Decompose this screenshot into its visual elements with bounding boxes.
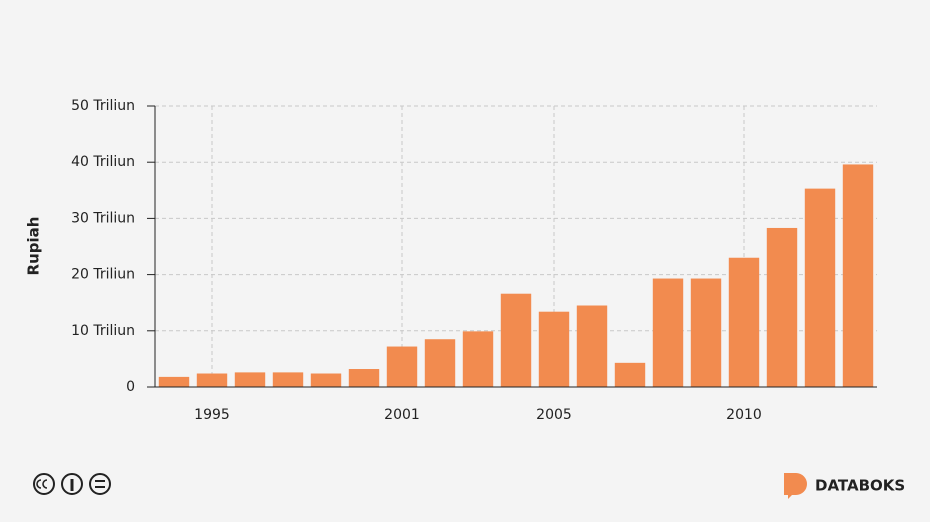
x-tick-label: 1995 — [194, 407, 230, 423]
x-tick-label: 2001 — [384, 407, 420, 423]
bar — [272, 372, 304, 387]
x-tick-label: 2010 — [726, 407, 762, 423]
y-tick-label: 50 Triliun — [71, 98, 135, 114]
y-tick-label: 40 Triliun — [71, 154, 135, 170]
bar — [500, 293, 532, 387]
y-tick-label: 20 Triliun — [71, 267, 135, 283]
brand-logo — [784, 473, 807, 499]
bar — [462, 331, 494, 387]
y-axis-label: Rupiah — [25, 217, 43, 276]
bar — [690, 278, 722, 387]
bar — [652, 278, 684, 387]
bar — [614, 362, 646, 387]
y-tick-label: 0 — [126, 379, 135, 395]
y-tick-label: 30 Triliun — [71, 210, 135, 226]
bar — [576, 305, 608, 387]
bar — [804, 188, 836, 387]
y-tick-label: 10 Triliun — [71, 323, 135, 339]
bar — [386, 346, 418, 387]
bar — [310, 373, 342, 387]
bar — [766, 227, 798, 387]
bar — [196, 373, 228, 387]
bar — [348, 369, 380, 387]
bar — [424, 339, 456, 387]
bar — [158, 376, 190, 387]
bar — [234, 372, 266, 387]
brand: DATABOKS — [815, 477, 905, 495]
x-tick-label: 2005 — [536, 407, 572, 423]
bar — [842, 164, 874, 387]
bar — [728, 257, 760, 387]
cc-icons — [33, 473, 111, 495]
bar — [538, 311, 570, 387]
